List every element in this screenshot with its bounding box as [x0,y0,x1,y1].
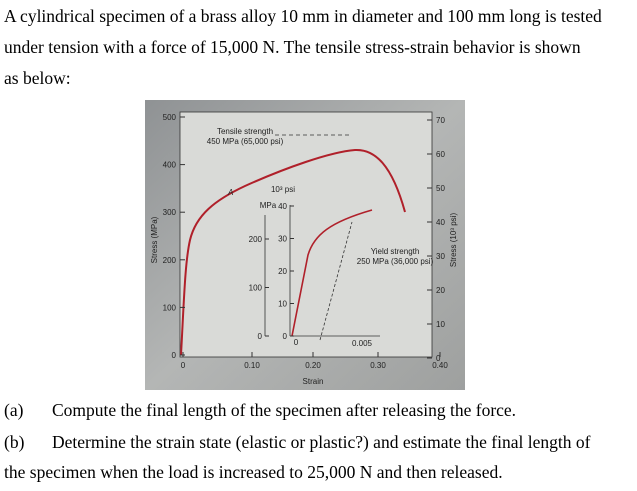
question-text: Determine the strain state (elastic or p… [52,432,591,452]
inset-tick-label: 200 [249,235,263,244]
inset-tick-label: 40 [278,202,287,211]
y-tick-label: 500 [163,113,177,122]
point-label: A [227,188,233,197]
y-label: Stress (MPa) [150,216,159,263]
intro-line: under tension with a force of 15,000 N. … [4,37,581,57]
annotation: Yield strength [371,247,420,256]
inset-tick-label: 0 [283,332,288,341]
y-tick-label: 200 [163,256,177,265]
y2-tick-label: 70 [436,116,445,125]
x-tick-label: 0.20 [305,361,321,370]
annotation: 450 MPa (65,000 psi) [207,137,284,146]
inset-curve [291,209,373,337]
x-tick-label: 0.10 [244,361,260,370]
y2-tick-label: 20 [436,286,445,295]
annotation: 250 MPa (36,000 psi) [357,257,434,266]
y2-tick-label: 50 [436,184,445,193]
y-tick-label: 100 [163,303,177,312]
x-tick-label: 0.30 [370,361,386,370]
x-label: Strain [303,377,324,386]
inset-x-tick-label: 0 [294,338,299,347]
x-tick-label: 0 [181,361,186,370]
y2-tick-label: 60 [436,150,445,159]
inset-x-tick-label: 0.005 [352,339,373,348]
annotation: Tensile strength [217,127,273,136]
x-tick-label: 0.40 [432,361,448,370]
question-label: (a) [4,400,24,420]
inset-tick-label: 100 [249,284,263,293]
y2-tick-label: 40 [436,218,445,227]
inset-unit: MPa [260,201,277,210]
question-text: Compute the final length of the specimen… [52,400,517,420]
y-tick-label: 400 [163,161,177,170]
y-tick-label: 300 [163,208,177,217]
inset-tick-label: 20 [278,267,287,276]
yield-offset-line [319,221,353,341]
question-text: the specimen when the load is increased … [4,462,503,482]
stress-strain-curve [180,148,406,356]
y2-tick-label: 0 [436,354,441,363]
inset-unit: 10³ psi [271,185,295,194]
inset-tick-label: 30 [278,235,287,244]
question-label: (b) [4,432,25,452]
inset-tick-label: 0 [258,332,263,341]
y-tick-label: 0 [172,351,177,360]
y2-tick-label: 30 [436,252,445,261]
intro-line: as below: [4,68,71,88]
y2-tick-label: 10 [436,320,445,329]
intro-line: A cylindrical specimen of a brass alloy … [4,6,602,26]
plot-frame [179,111,433,358]
y2-label: Stress (10³ psi) [449,213,458,268]
inset-tick-label: 10 [278,300,287,309]
